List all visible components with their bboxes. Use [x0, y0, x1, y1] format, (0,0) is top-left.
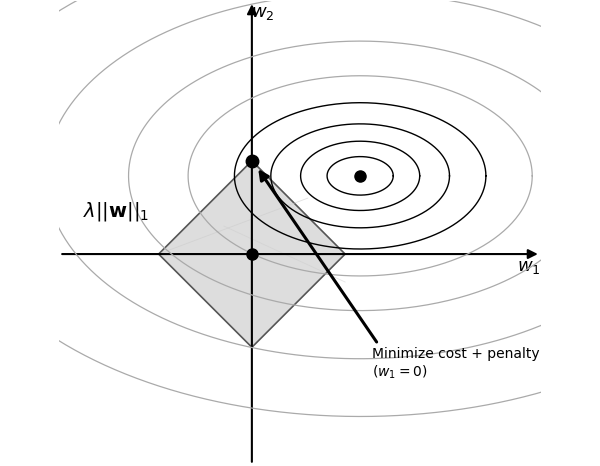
Text: $w_2$: $w_2$	[251, 4, 274, 22]
Text: Minimize cost + penalty
$(w_1 = 0)$: Minimize cost + penalty $(w_1 = 0)$	[372, 347, 540, 381]
Polygon shape	[158, 161, 345, 347]
Text: $\lambda||\mathbf{w}||_1$: $\lambda||\mathbf{w}||_1$	[83, 200, 149, 223]
Text: $w_1$: $w_1$	[517, 258, 541, 276]
